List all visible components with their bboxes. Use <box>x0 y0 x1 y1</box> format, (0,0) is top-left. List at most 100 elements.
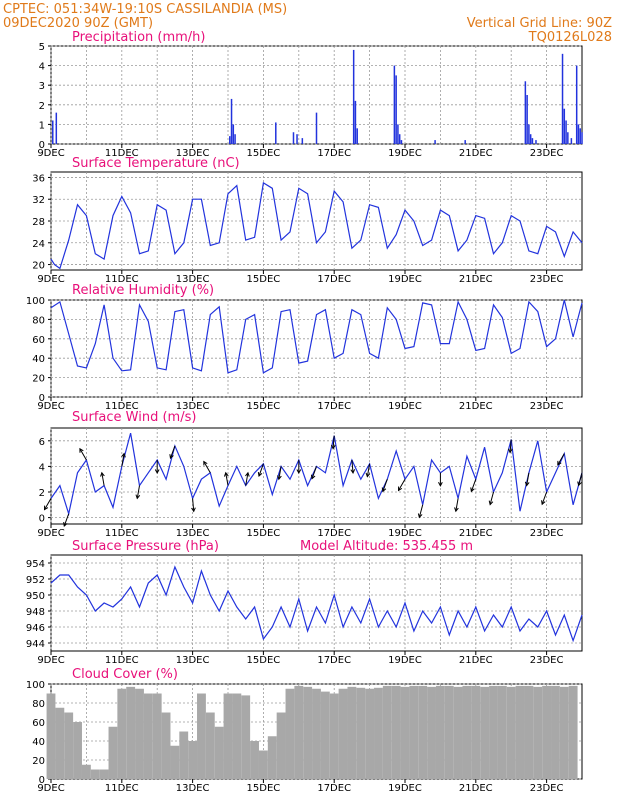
precipitation-bar <box>55 112 58 144</box>
panel-precipitation: Precipitation (mm/h) 0 1 2 3 4 5 9DEC 11DEC 13DE… <box>37 30 583 159</box>
precipitation-bar <box>577 124 580 144</box>
wind-arrow-head <box>154 469 160 475</box>
precipitation-bar <box>234 134 236 144</box>
y-tick-label: 80 <box>32 699 45 710</box>
wind-arrow-shaft <box>557 453 565 466</box>
wind-arrow-head <box>203 460 208 466</box>
wind-arrow-shaft <box>366 463 371 477</box>
cloud-cover-bar <box>250 741 259 779</box>
x-tick-label: 9DEC <box>37 528 64 539</box>
cloud-cover-bar <box>356 687 366 779</box>
x-tick-label: 11DEC <box>105 655 139 666</box>
wind-arrow-shaft <box>526 472 530 486</box>
wind-arrow-shaft <box>418 504 424 518</box>
cloud-cover-bar <box>435 685 445 779</box>
cloud-cover-bar <box>329 693 339 779</box>
y-tick-label: 5 <box>39 42 45 53</box>
header-model: TQ0126L028 <box>528 30 612 45</box>
panel-temperature: Surface Temperature (nC) 20 24 28 32 36 9DEC 1… <box>32 156 583 285</box>
x-tick-label: 9DEC <box>37 655 64 666</box>
cloud-cover-bar <box>276 712 286 779</box>
precipitation-bar <box>275 122 277 144</box>
precipitation-bar <box>315 112 318 144</box>
precipitation-bar <box>230 98 233 144</box>
wind-arrow <box>524 472 530 487</box>
y-tick-label: 954 <box>26 559 45 570</box>
precipitation-bar <box>524 81 527 144</box>
x-tick-label: 11DEC <box>105 401 139 412</box>
pressure-plot: 944 946 948 950 952 954 9DEC 11DEC 13DEC 15DEC 17D… <box>26 554 583 666</box>
wind-arrow-head <box>245 471 250 477</box>
wind-arrow-shaft <box>245 472 249 486</box>
y-tick-label: 60 <box>32 718 45 729</box>
precipitation-plot: 0 1 2 3 4 5 9DEC 11DEC 13DEC 15DEC 17DEC 19DEC 21DEC… <box>37 42 583 159</box>
y-tick-label: 2 <box>39 488 45 499</box>
wind-arrow <box>508 439 513 454</box>
wind-arrow <box>79 447 87 461</box>
cloud-cover-bar <box>365 688 375 779</box>
x-tick-label: 17DEC <box>317 148 351 159</box>
x-tick-label: 17DEC <box>317 783 351 794</box>
cloud-cover-bar <box>480 686 490 779</box>
y-tick-label: 24 <box>32 239 45 250</box>
wind-arrow-shaft <box>203 461 211 474</box>
cloud-cover-bar <box>197 693 206 779</box>
panel-title: Cloud Cover (%) <box>72 667 178 682</box>
y-tick-label: 0 <box>39 140 45 151</box>
x-tick-label: 15DEC <box>247 655 281 666</box>
precipitation-bar <box>393 65 396 144</box>
wind-arrow-head <box>135 494 141 500</box>
panel-title: Relative Humidity (%) <box>72 283 214 298</box>
x-tick-label: 13DEC <box>176 148 210 159</box>
series-line <box>50 181 583 270</box>
precipitation-bar <box>397 124 399 144</box>
y-tick-label: 60 <box>32 335 45 346</box>
cloud-cover-plot: 0 20 40 60 80 100 9DEC 11DEC 13DEC 15DEC 17DEC 19DE… <box>26 680 583 794</box>
precipitation-bar <box>528 124 530 144</box>
cloud-cover-bar <box>214 726 224 779</box>
cloud-cover-bar <box>524 685 534 779</box>
cloud-cover-bar <box>303 686 313 779</box>
cloud-cover-bar <box>506 686 516 779</box>
x-tick-label: 13DEC <box>176 401 210 412</box>
wind-arrow <box>488 491 494 506</box>
wind-arrow-shaft <box>382 479 388 492</box>
humidity-plot: 0 20 40 60 80 100 9DEC 11DEC 13DEC 15DEC 17DEC 19DE… <box>26 296 583 412</box>
wind-arrow <box>454 498 459 513</box>
y-tick-label: 4 <box>39 462 45 473</box>
x-tick-label: 21DEC <box>459 528 493 539</box>
wind-arrow-shaft <box>121 453 125 467</box>
cloud-cover-bar <box>400 686 410 779</box>
x-tick-label: 9DEC <box>37 783 64 794</box>
y-tick-label: 0 <box>39 393 45 404</box>
wind-arrow-shaft <box>192 498 195 512</box>
y-tick-label: 20 <box>32 374 45 385</box>
x-tick-label: 21DEC <box>459 274 493 285</box>
wind-arrow-head <box>365 472 371 478</box>
x-tick-label: 19DEC <box>388 148 422 159</box>
wind-arrow-head <box>524 481 530 487</box>
cloud-cover-bar <box>117 688 127 779</box>
y-tick-label: 948 <box>26 607 45 618</box>
x-tick-label: 13DEC <box>176 528 210 539</box>
wind-arrow <box>223 471 229 486</box>
header-station: CPTEC: 051:34W-19:10S CASSILANDIA (MS) <box>3 2 287 17</box>
y-tick-label: 28 <box>32 217 45 228</box>
precipitation-bar <box>356 128 358 144</box>
wind-arrow-shaft <box>278 466 282 480</box>
x-tick-label: 19DEC <box>388 783 422 794</box>
cloud-cover-bar <box>232 693 242 779</box>
cloud-cover-bar <box>170 745 180 779</box>
cloud-cover-bar <box>188 741 198 779</box>
x-tick-label: 17DEC <box>317 401 351 412</box>
cloud-cover-bar <box>462 685 472 779</box>
panel-title: Surface Temperature (nC) <box>72 156 240 171</box>
x-tick-label: 17DEC <box>317 655 351 666</box>
wind-arrow-head <box>557 460 562 466</box>
y-tick-label: 2 <box>39 101 45 112</box>
precipitation-bar <box>579 128 581 144</box>
wind-arrow-head <box>381 487 387 493</box>
precipitation-bar <box>232 124 235 144</box>
wind-arrow-shaft <box>225 472 229 486</box>
wind-arrow-head <box>310 474 316 480</box>
